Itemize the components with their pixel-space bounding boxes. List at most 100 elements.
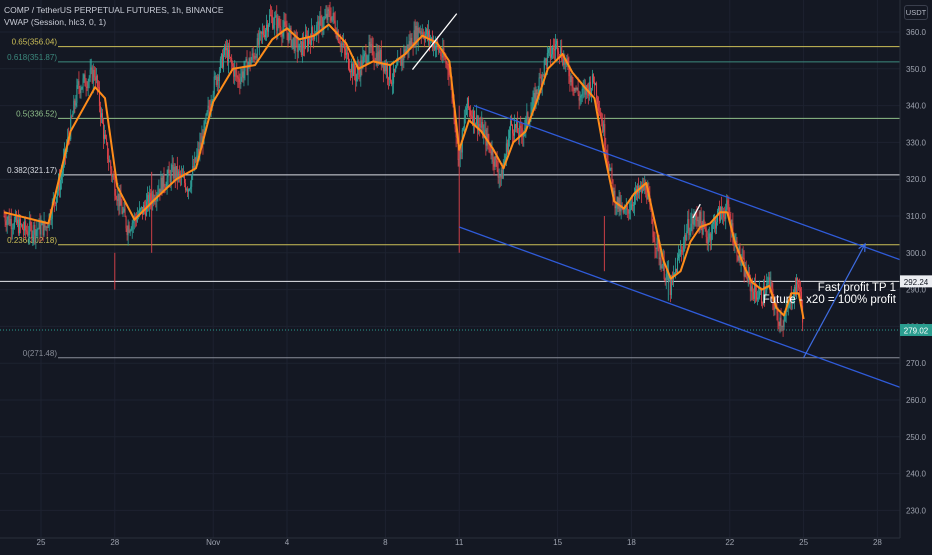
candle-body <box>344 49 346 55</box>
candle-body <box>791 302 793 305</box>
candle-body <box>524 127 526 132</box>
candle-body <box>356 74 358 82</box>
candle-body <box>767 281 769 285</box>
candle-body <box>136 216 138 222</box>
candle-body <box>16 219 18 224</box>
candle-body <box>172 164 174 179</box>
candle-body <box>77 81 79 86</box>
candle-body <box>226 48 228 51</box>
candle-body <box>418 27 420 33</box>
candle-body <box>513 133 515 136</box>
candle-body <box>300 41 302 56</box>
candle-body <box>765 292 767 298</box>
candle-body <box>626 205 628 210</box>
candle-body <box>573 87 575 91</box>
candle-body <box>147 195 149 202</box>
candle-body <box>23 229 25 231</box>
candle-body <box>645 183 647 194</box>
x-tick-label: 11 <box>455 538 464 547</box>
candle-body <box>55 196 57 205</box>
candle-body <box>259 31 261 33</box>
candle-body <box>682 251 684 253</box>
candle-body <box>519 125 521 137</box>
x-tick-label: 8 <box>383 538 388 547</box>
candle-body <box>432 37 434 48</box>
candle-body <box>258 32 260 45</box>
candle-body <box>390 65 392 82</box>
candle-body <box>478 124 480 131</box>
time-axis-bg <box>0 538 932 550</box>
indicator-label[interactable]: VWAP (Session, hlc3, 0, 1) <box>4 17 107 27</box>
candle-body <box>685 235 687 240</box>
candle-body <box>312 27 314 34</box>
candle-body <box>578 94 580 101</box>
candle-body <box>779 317 781 326</box>
candle-body <box>769 277 771 287</box>
candle-body <box>565 61 567 65</box>
candle-body <box>603 124 605 132</box>
candle-body <box>609 168 611 171</box>
x-tick-label: 25 <box>799 538 808 547</box>
candle-body <box>222 55 224 68</box>
candle-body <box>661 265 663 269</box>
candle-body <box>31 225 33 239</box>
candle-body <box>644 183 646 190</box>
candle-body <box>515 124 517 129</box>
candle-body <box>594 81 595 86</box>
candle-body <box>762 303 764 305</box>
candle-body <box>205 114 207 122</box>
candle-body <box>277 18 279 31</box>
candle-body <box>9 218 11 225</box>
annotation-line-1: Fast profit TP 1 <box>818 282 896 294</box>
candle-body <box>697 220 699 222</box>
candle-body <box>506 143 508 153</box>
candle-body <box>129 230 131 233</box>
candle-body <box>339 43 341 47</box>
candle-body <box>781 325 783 327</box>
candle-body <box>591 74 593 88</box>
candle-body <box>467 97 469 108</box>
candle-body <box>153 194 155 203</box>
candle-body <box>378 51 380 62</box>
candle-body <box>195 157 197 162</box>
candle-body <box>679 254 681 256</box>
candle-body <box>70 116 72 140</box>
candle-body <box>421 32 423 34</box>
candle-body <box>454 120 456 129</box>
candle-body <box>351 64 353 73</box>
candle-body <box>558 51 560 55</box>
candle-body <box>239 82 241 85</box>
channel-upper-line <box>473 104 932 272</box>
candle-body <box>191 175 193 187</box>
candle-body <box>796 278 798 285</box>
candle-body <box>571 75 573 87</box>
candle-body <box>35 230 37 239</box>
candle-body <box>291 39 293 47</box>
candle-body <box>735 241 737 242</box>
candle-body <box>25 221 27 231</box>
candle-body <box>624 209 626 211</box>
candle-body <box>392 83 394 85</box>
candle-body <box>480 125 482 128</box>
candle-body <box>607 154 609 164</box>
candle-body <box>248 58 250 66</box>
candle-body <box>75 103 77 106</box>
candle-body <box>230 56 232 58</box>
candle-body <box>592 74 594 82</box>
candle-body <box>348 53 349 69</box>
candle-body <box>439 51 441 53</box>
candle-body <box>343 43 345 50</box>
candle-body <box>113 176 115 179</box>
candle-body <box>566 58 568 62</box>
candle-body <box>531 107 533 113</box>
candle-body <box>8 215 10 225</box>
candle-body <box>652 223 654 238</box>
candle-body <box>166 177 168 188</box>
currency-button[interactable]: USDT <box>904 5 928 20</box>
candle-body <box>514 124 516 136</box>
candle-body <box>510 120 512 126</box>
candle-body <box>553 47 554 50</box>
candle-body <box>588 81 590 96</box>
fib-label: 0.618(351.87) <box>7 53 57 62</box>
